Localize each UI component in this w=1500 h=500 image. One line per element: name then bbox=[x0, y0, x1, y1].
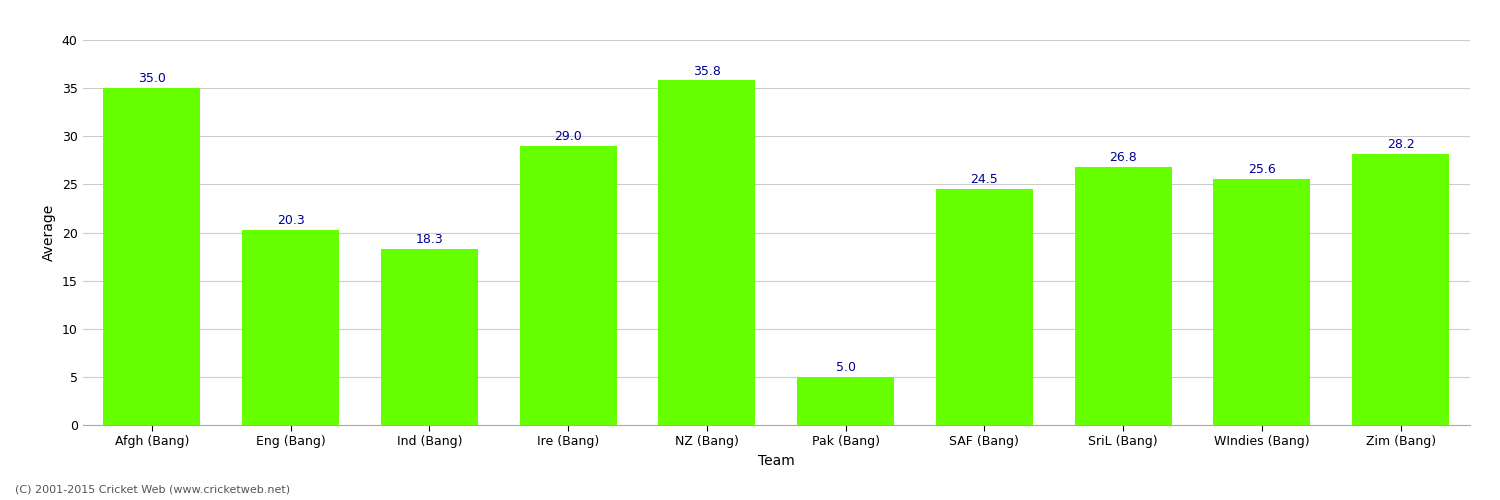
Text: 28.2: 28.2 bbox=[1386, 138, 1414, 150]
Text: 35.0: 35.0 bbox=[138, 72, 166, 85]
Bar bbox=[519, 146, 616, 425]
Text: 18.3: 18.3 bbox=[416, 233, 444, 246]
Bar bbox=[936, 189, 1034, 425]
Text: 24.5: 24.5 bbox=[970, 174, 999, 186]
Bar bbox=[796, 377, 894, 425]
Bar bbox=[1214, 178, 1311, 425]
Y-axis label: Average: Average bbox=[42, 204, 56, 261]
Bar bbox=[242, 230, 339, 425]
Bar bbox=[1074, 167, 1172, 425]
Text: 5.0: 5.0 bbox=[836, 361, 855, 374]
Text: 29.0: 29.0 bbox=[555, 130, 582, 143]
Text: (C) 2001-2015 Cricket Web (www.cricketweb.net): (C) 2001-2015 Cricket Web (www.cricketwe… bbox=[15, 485, 290, 495]
Bar bbox=[1352, 154, 1449, 425]
Text: 26.8: 26.8 bbox=[1108, 151, 1137, 164]
Bar bbox=[658, 80, 756, 425]
Bar bbox=[104, 88, 201, 425]
X-axis label: Team: Team bbox=[758, 454, 795, 468]
Text: 25.6: 25.6 bbox=[1248, 162, 1275, 175]
Text: 35.8: 35.8 bbox=[693, 64, 722, 78]
Text: 20.3: 20.3 bbox=[276, 214, 304, 226]
Bar bbox=[381, 249, 478, 425]
